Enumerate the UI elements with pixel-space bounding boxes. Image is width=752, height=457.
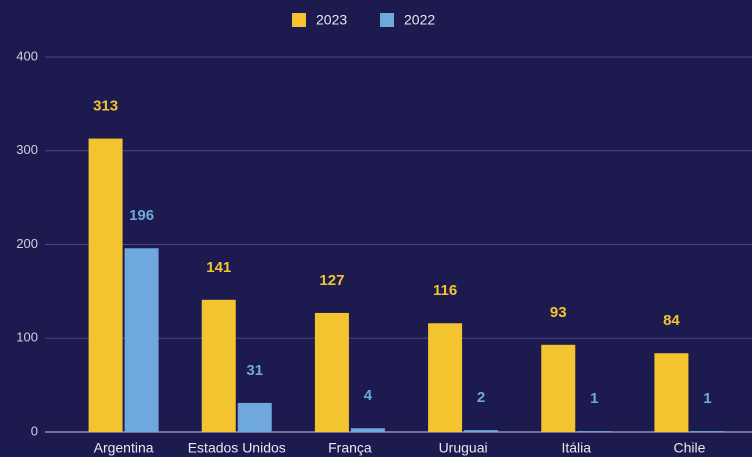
bar [314,312,349,432]
y-tick-label: 200 [16,236,38,251]
y-tick-label: 0 [31,423,38,438]
bar [654,353,689,432]
value-label: 4 [364,387,373,404]
x-tick-label: França [328,440,372,456]
x-tick-label: Estados Unidos [188,440,286,456]
x-tick-label: Itália [561,440,591,456]
y-tick-label: 100 [16,330,38,345]
bar [350,428,385,432]
value-label: 31 [246,362,263,379]
bar [237,402,272,432]
x-tick-label: Chile [673,440,705,456]
bar [577,431,612,432]
value-label: 1 [703,390,711,407]
legend-swatch [292,13,306,27]
bar [690,431,725,432]
value-label: 141 [206,259,231,276]
bar [88,138,123,432]
value-label: 127 [319,272,344,289]
bar [464,430,499,432]
x-tick-label: Argentina [94,440,154,456]
legend-label: 2023 [316,12,347,28]
value-label: 1 [590,390,598,407]
value-label: 313 [93,98,118,115]
bar [541,344,576,432]
bar [428,323,463,432]
bar [201,299,236,432]
value-label: 84 [663,312,680,329]
bar [124,248,159,432]
legend-swatch [380,13,394,27]
y-tick-label: 300 [16,142,38,157]
y-tick-label: 400 [16,48,38,63]
value-label: 116 [433,282,457,299]
legend-label: 2022 [404,12,435,28]
x-tick-label: Uruguai [439,440,488,456]
value-label: 196 [129,207,154,224]
value-label: 2 [477,389,485,406]
value-label: 93 [550,304,567,321]
